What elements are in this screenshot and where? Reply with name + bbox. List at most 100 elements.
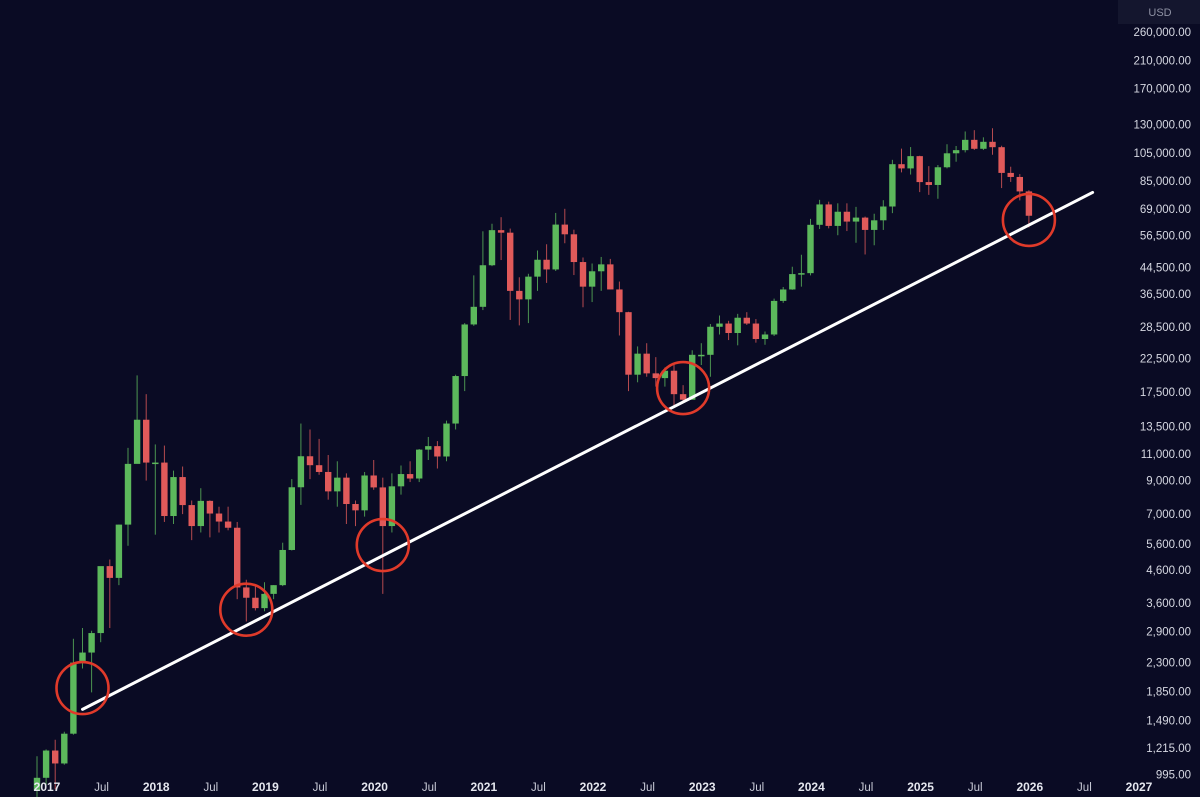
candle-2024-02[interactable]	[807, 218, 814, 276]
candle-2022-07[interactable]	[634, 346, 641, 383]
candle-2018-09[interactable]	[215, 506, 223, 533]
candle-2022-01[interactable]	[579, 257, 587, 308]
candle-2025-10[interactable]	[989, 128, 996, 155]
candle-2018-05[interactable]	[179, 466, 186, 515]
candle-2025-06[interactable]	[952, 145, 960, 162]
candle-2018-04[interactable]	[170, 470, 177, 524]
candle-2021-07[interactable]	[525, 273, 532, 324]
candle-2023-06[interactable]	[734, 313, 741, 346]
candle-2017-03[interactable]	[52, 739, 59, 790]
candle-2020-06[interactable]	[406, 461, 414, 483]
candle-2018-08[interactable]	[206, 500, 214, 538]
candle-2017-11[interactable]	[124, 447, 132, 546]
candle-2023-12[interactable]	[789, 266, 796, 290]
candle-2017-04[interactable]	[61, 731, 68, 765]
candle-2025-05[interactable]	[943, 144, 951, 169]
candle-2025-12[interactable]	[1007, 166, 1014, 182]
candle-2018-03[interactable]	[161, 445, 168, 522]
x-axis[interactable]: 2017 Jul 2018 Jul 2019 Jul 2020 Jul 2021 Jul 2022 J…	[34, 780, 1153, 794]
candle-2023-07[interactable]	[743, 312, 750, 325]
candle-2023-04[interactable]	[716, 315, 723, 335]
candle-2025-11[interactable]	[998, 145, 1005, 189]
candle-2024-08[interactable]	[861, 216, 869, 255]
candle-2022-04[interactable]	[607, 258, 614, 290]
candle-2021-04[interactable]	[497, 217, 505, 261]
candle-2023-09[interactable]	[761, 331, 769, 345]
candle-2020-10[interactable]	[443, 420, 450, 462]
candle-2022-11[interactable]	[670, 364, 678, 409]
candle-2017-05[interactable]	[70, 638, 77, 735]
candle-2017-07[interactable]	[88, 630, 95, 693]
candle-2019-08[interactable]	[315, 438, 323, 475]
candle-2022-09[interactable]	[652, 357, 659, 387]
candle-2023-11[interactable]	[780, 286, 787, 303]
candle-2022-05[interactable]	[616, 281, 623, 336]
candle-2021-01[interactable]	[470, 275, 477, 326]
candle-2019-06[interactable]	[297, 423, 305, 505]
candle-2024-03[interactable]	[816, 199, 823, 230]
candle-2021-08[interactable]	[534, 250, 541, 291]
candle-2020-01[interactable]	[361, 471, 368, 517]
candle-2021-10[interactable]	[552, 212, 559, 271]
candle-2018-07[interactable]	[197, 488, 204, 533]
candle-2019-10[interactable]	[334, 461, 341, 507]
candle-2023-08[interactable]	[752, 319, 760, 343]
candle-2025-04[interactable]	[934, 165, 942, 199]
candle-2021-03[interactable]	[488, 223, 496, 267]
candle-2021-05[interactable]	[507, 228, 514, 320]
candle-2017-12[interactable]	[133, 375, 141, 464]
candle-2019-02[interactable]	[261, 582, 268, 612]
candle-2019-04[interactable]	[279, 542, 286, 587]
candle-2024-11[interactable]	[889, 159, 896, 214]
candle-2020-12[interactable]	[461, 323, 468, 392]
candle-2023-10[interactable]	[770, 298, 778, 336]
candle-2023-03[interactable]	[707, 324, 714, 377]
candle-2023-02[interactable]	[698, 343, 705, 366]
candle-2021-12[interactable]	[570, 229, 578, 276]
y-axis[interactable]: 260,000.00 210,000.00 170,000.00 130,000.00…	[1133, 27, 1191, 782]
candle-2020-11[interactable]	[452, 374, 459, 430]
candle-2024-01[interactable]	[798, 254, 805, 287]
candle-2020-05[interactable]	[397, 465, 405, 495]
candle-2019-03[interactable]	[270, 585, 277, 600]
candle-2017-01[interactable]	[33, 756, 41, 797]
candle-2022-12[interactable]	[679, 385, 687, 402]
candle-2018-12[interactable]	[243, 579, 250, 622]
candle-2020-08[interactable]	[425, 436, 432, 461]
candle-2022-02[interactable]	[588, 263, 596, 303]
candle-2024-12[interactable]	[898, 148, 905, 173]
candle-2020-02[interactable]	[370, 460, 377, 490]
candle-2017-10[interactable]	[115, 524, 123, 586]
candle-2020-07[interactable]	[416, 449, 423, 483]
candle-2021-06[interactable]	[516, 277, 523, 326]
candle-2018-06[interactable]	[188, 500, 195, 541]
candle-2024-04[interactable]	[825, 201, 832, 229]
candle-2021-02[interactable]	[479, 231, 487, 311]
candle-2024-10[interactable]	[880, 200, 887, 230]
candle-2023-05[interactable]	[725, 320, 732, 341]
candle-2025-08[interactable]	[971, 130, 978, 150]
candle-2021-11[interactable]	[561, 208, 568, 244]
candle-2020-04[interactable]	[388, 473, 396, 533]
candle-2019-01[interactable]	[252, 586, 259, 611]
candle-2022-08[interactable]	[643, 343, 650, 377]
candle-2025-01[interactable]	[907, 147, 914, 175]
candle-2018-10[interactable]	[224, 506, 232, 531]
candle-2021-09[interactable]	[543, 244, 550, 283]
candle-2017-08[interactable]	[97, 566, 104, 643]
candle-2020-09[interactable]	[434, 441, 441, 469]
candle-2025-09[interactable]	[980, 137, 987, 151]
candle-2017-02[interactable]	[42, 749, 50, 785]
candle-2025-07[interactable]	[962, 131, 969, 153]
candle-2019-07[interactable]	[306, 429, 314, 480]
candle-2026-02[interactable]	[1025, 190, 1033, 228]
candle-2024-06[interactable]	[843, 203, 851, 232]
candle-2019-09[interactable]	[325, 455, 332, 500]
candle-2019-11[interactable]	[343, 473, 350, 524]
candle-2018-01[interactable]	[143, 394, 150, 481]
candle-2019-12[interactable]	[352, 500, 359, 527]
candle-2022-06[interactable]	[625, 311, 632, 392]
candle-2020-03[interactable]	[379, 477, 386, 594]
candle-2019-05[interactable]	[288, 479, 295, 551]
candle-2024-05[interactable]	[834, 203, 841, 236]
